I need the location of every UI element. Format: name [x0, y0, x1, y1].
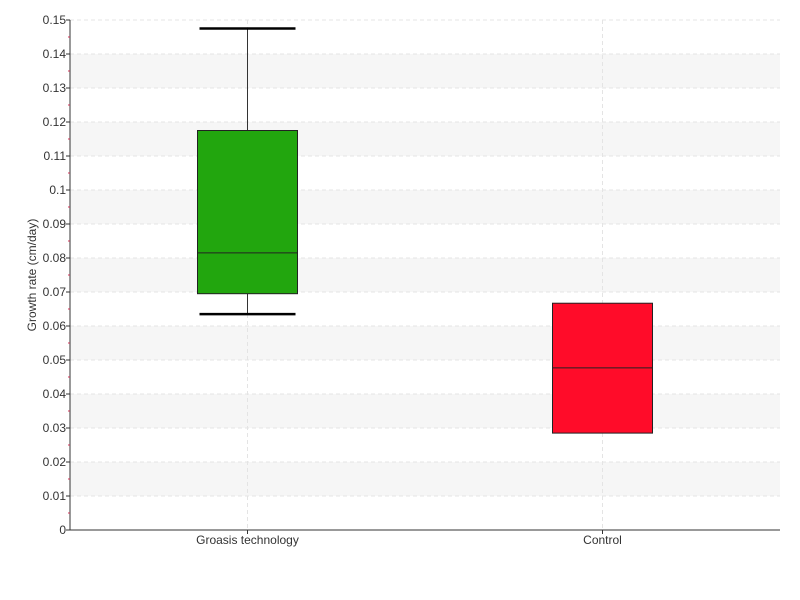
y-tick-label: 0.08 — [43, 251, 67, 265]
y-tick-label: 0.09 — [43, 217, 67, 231]
y-tick-label: 0.04 — [43, 387, 67, 401]
background-band — [70, 122, 780, 156]
box-body — [197, 130, 298, 295]
y-tick-label: 0.06 — [43, 319, 67, 333]
y-tick-label: 0.14 — [43, 47, 67, 61]
y-tick-label: 0.12 — [43, 115, 67, 129]
background-band — [70, 54, 780, 88]
y-axis-ticks: 0 0.01 0.02 0.03 0.04 0.05 0.06 0.07 0.08 0.09 0.1… — [43, 13, 70, 537]
y-tick-label: 0.11 — [44, 149, 67, 163]
box-control — [552, 302, 653, 434]
plot-background-bands — [70, 54, 780, 496]
y-tick-label: 0.02 — [43, 455, 67, 469]
y-tick-label: 0.05 — [43, 353, 67, 367]
x-axis-ticks: Groasis technology Control — [196, 530, 622, 547]
y-tick-label: 0.15 — [43, 13, 67, 27]
x-tick-label: Groasis technology — [196, 533, 299, 547]
background-band — [70, 326, 780, 360]
box-series — [197, 27, 653, 434]
background-band — [70, 394, 780, 428]
y-tick-label: 0.13 — [43, 81, 67, 95]
y-tick-label: 0.01 — [43, 489, 67, 503]
background-band — [70, 190, 780, 224]
background-band — [70, 258, 780, 292]
y-tick-label: 0 — [59, 523, 66, 537]
y-tick-label: 0.07 — [43, 285, 67, 299]
y-tick-label: 0.1 — [49, 183, 66, 197]
y-tick-label: 0.03 — [43, 421, 67, 435]
box-groasis-technology — [197, 27, 298, 316]
x-tick-label: Control — [583, 533, 622, 547]
background-band — [70, 462, 780, 496]
y-axis-title: Growth rate (cm/day) — [25, 219, 39, 332]
